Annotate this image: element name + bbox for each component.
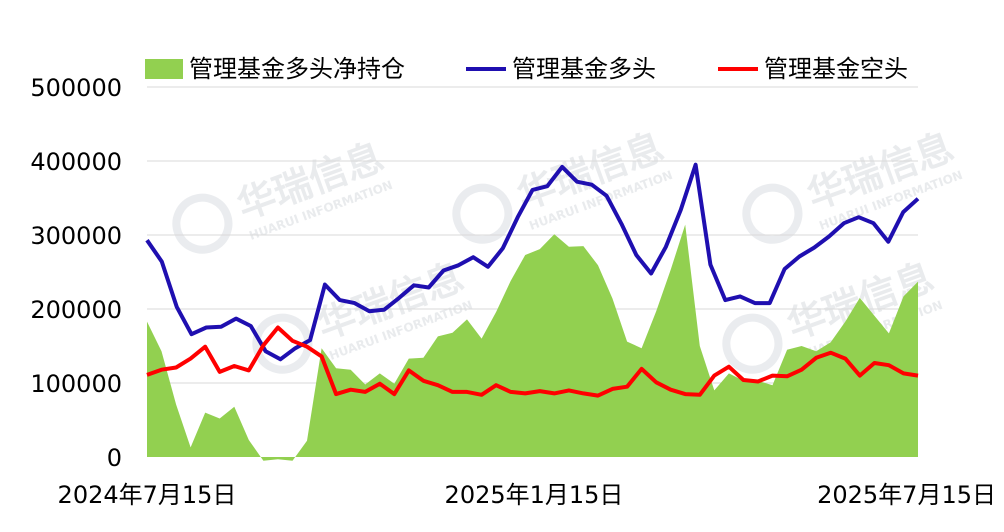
- legend: 管理基金多头净持仓 管理基金多头 管理基金空头: [145, 55, 908, 83]
- x-tick-label: 2025年1月15日: [445, 481, 624, 509]
- legend-label-long: 管理基金多头: [512, 55, 656, 83]
- series-line-short: [146, 325, 919, 398]
- y-tick-label: 400000: [30, 148, 122, 176]
- series-area-net-long: [147, 224, 918, 461]
- legend-label-short: 管理基金空头: [764, 55, 908, 83]
- series-line-long: [145, 162, 920, 362]
- y-tick-label: 500000: [30, 74, 122, 102]
- legend-label-net-long: 管理基金多头净持仓: [189, 55, 405, 83]
- y-axis: 0 100000 200000 300000 400000 500000: [30, 74, 122, 472]
- x-tick-label: 2025年7月15日: [817, 481, 996, 509]
- x-tick-label: 2024年7月15日: [58, 481, 237, 509]
- y-tick-label: 300000: [30, 222, 122, 250]
- y-tick-label: 200000: [30, 296, 122, 324]
- legend-swatch-net-long: [145, 59, 183, 79]
- x-axis: 2024年7月15日 2025年1月15日 2025年7月15日: [58, 481, 996, 509]
- plot-area: [145, 162, 920, 461]
- y-tick-label: 0: [107, 444, 122, 472]
- y-tick-label: 100000: [30, 370, 122, 398]
